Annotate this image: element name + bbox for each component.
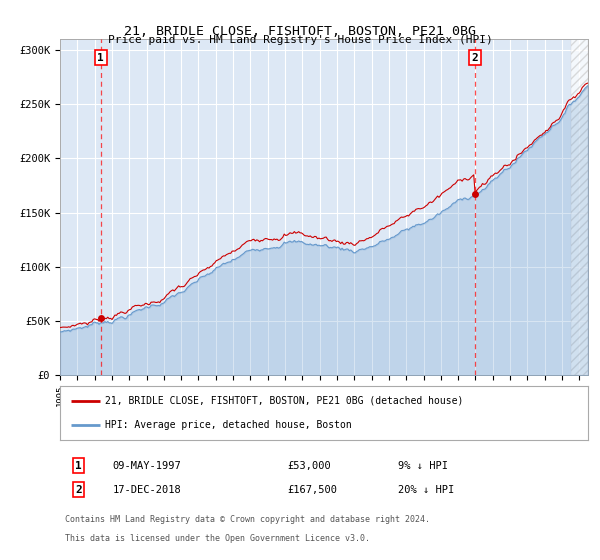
Text: 2: 2 (75, 485, 82, 494)
Text: 1: 1 (75, 461, 82, 471)
Text: 1: 1 (97, 53, 104, 63)
Text: 9% ↓ HPI: 9% ↓ HPI (398, 461, 448, 471)
Text: Price paid vs. HM Land Registry's House Price Index (HPI): Price paid vs. HM Land Registry's House … (107, 35, 493, 45)
Text: £167,500: £167,500 (287, 485, 337, 494)
Text: 2: 2 (472, 53, 478, 63)
Text: This data is licensed under the Open Government Licence v3.0.: This data is licensed under the Open Gov… (65, 534, 370, 543)
Text: 20% ↓ HPI: 20% ↓ HPI (398, 485, 454, 494)
Text: 17-DEC-2018: 17-DEC-2018 (113, 485, 182, 494)
Text: 09-MAY-1997: 09-MAY-1997 (113, 461, 182, 471)
Text: £53,000: £53,000 (287, 461, 331, 471)
Text: Contains HM Land Registry data © Crown copyright and database right 2024.: Contains HM Land Registry data © Crown c… (65, 515, 430, 524)
Text: 21, BRIDLE CLOSE, FISHTOFT, BOSTON, PE21 0BG (detached house): 21, BRIDLE CLOSE, FISHTOFT, BOSTON, PE21… (105, 396, 463, 406)
Text: HPI: Average price, detached house, Boston: HPI: Average price, detached house, Bost… (105, 420, 352, 430)
Text: 21, BRIDLE CLOSE, FISHTOFT, BOSTON, PE21 0BG: 21, BRIDLE CLOSE, FISHTOFT, BOSTON, PE21… (124, 25, 476, 38)
